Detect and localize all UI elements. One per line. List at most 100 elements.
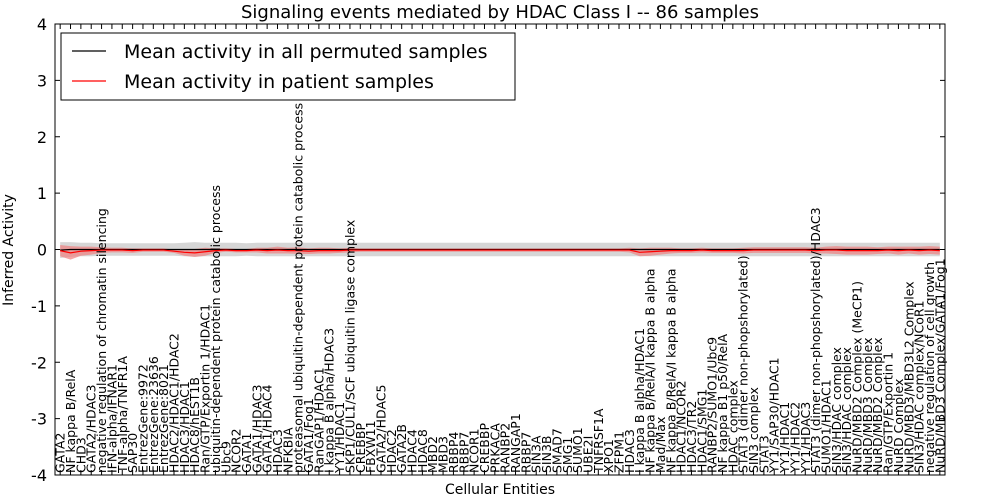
x-tick-label: NF kappa B1 p50/RelA — [715, 333, 730, 473]
x-tick-label: HDAC complex — [725, 380, 740, 473]
x-axis-ticks — [59, 24, 941, 475]
x-tick-label: GATA1/HDAC4 — [260, 384, 275, 473]
x-tick-label: SIN3 complex — [746, 387, 761, 473]
x-tick-label: Ubc9 — [218, 441, 233, 473]
x-tick-label: TNFRSF1A — [591, 408, 606, 474]
x-tick-label: NCOR2 — [229, 428, 244, 473]
x-tick-label: SIN3/HDAC complex/NCoR1 — [912, 300, 927, 473]
x-tick-label: ubiquitin-dependent protein catabolic pr… — [208, 185, 223, 473]
x-tick-label: RBBP7 — [456, 432, 471, 473]
x-tick-label: NuRD/MBD3 Complex/GATA1/Fog1 — [932, 258, 947, 473]
x-tick-label: SUMO1 — [570, 427, 585, 473]
x-tick-label: YY1/HDAC3 — [798, 402, 813, 474]
x-tick-label: I kappa B alpha/HDAC3 — [322, 328, 337, 473]
x-tick-label: STAT3 (dimer non-phopshorylated)/HDAC3 — [808, 207, 823, 473]
x-tick-label: NF kappa B/RelA/I kappa B alpha — [643, 268, 658, 473]
y-tick-label: 0 — [37, 241, 47, 260]
series-lines — [60, 248, 940, 254]
x-tick-label: CREBBP — [477, 423, 492, 473]
x-tick-label: GATA2B — [394, 424, 409, 473]
y-tick-label: 4 — [37, 15, 47, 34]
x-tick-label: HDAC1/NCOR2 — [674, 380, 689, 473]
y-axis-label: Inferred Activity — [1, 194, 17, 306]
x-tick-label: GATA1/Fog1 — [301, 398, 316, 473]
x-tick-label: HDAC3/TR2 — [684, 401, 699, 473]
y-tick-label: 3 — [37, 71, 47, 90]
x-tick-label: HDAC3 — [270, 429, 285, 473]
x-tick-label: HDAC2/HDAC1/HDAC2 — [167, 333, 182, 473]
y-tick-label: -4 — [31, 466, 47, 485]
x-tick-label: GATA1 — [239, 433, 254, 473]
x-tick-label: TNF-alpha/TNFR1A — [115, 356, 130, 474]
x-tick-label: SAP30 — [125, 433, 140, 473]
x-tick-label: RBBP4 — [446, 432, 461, 473]
x-tick-label: NFKBIA — [280, 427, 295, 473]
x-tick-label: ZFPM1 — [612, 431, 627, 473]
x-tick-label: HDAC8 — [415, 429, 430, 473]
x-tick-label: UBE2I — [580, 436, 595, 473]
x-tick-label: SIN3/HDAC complex — [839, 347, 854, 473]
x-tick-label: SMAD7 — [549, 428, 564, 473]
x-tick-label: EntrezGene:8021 — [156, 364, 171, 473]
legend-label-patient: Mean activity in patient samples — [124, 71, 434, 93]
x-tick-label: HDAC8/hEST1B — [187, 377, 202, 473]
x-tick-label: RanGAP1/HDAC1 — [311, 367, 326, 473]
x-tick-label: SIN3A — [529, 435, 544, 473]
line-patient-samples — [60, 249, 940, 254]
x-tick-label: EntrezGene:9972 — [135, 364, 150, 473]
x-tick-label: GATA1/HDAC3 — [249, 385, 264, 473]
x-tick-label: SUMO1/HDAC1 — [818, 379, 833, 473]
x-tick-label: CREBBP — [353, 423, 368, 473]
x-tick-label: YY1/SAP30/HDAC1 — [767, 357, 782, 474]
x-tick-label: NF kappa B/RelA/I kappa B alpha — [663, 268, 678, 473]
x-tick-label: FBXW11 — [363, 420, 378, 473]
x-tick-label: Ran/GTP/Exportin 1 — [881, 352, 896, 473]
x-tick-label: Ran/GTP/Exportin 1/HDAC1 — [198, 304, 213, 473]
x-tick-label: STAT3 — [756, 435, 771, 473]
y-tick-label: 1 — [37, 184, 47, 203]
x-tick-label: MBD2 — [425, 436, 440, 473]
x-tick-label: SKP1/CUL1/SCF ubiquitin ligase complex — [342, 220, 357, 473]
x-tick-label: NuRD/MBD3/MBD3L2 Complex — [901, 281, 916, 473]
y-tick-label: -1 — [31, 297, 47, 316]
x-tick-label: HDAC3 — [622, 429, 637, 473]
x-tick-label: negative regulation of cell growth — [922, 262, 937, 473]
y-tick-label: -3 — [31, 410, 47, 429]
x-tick-label: XPO1 — [601, 439, 616, 473]
y-tick-label: -2 — [31, 353, 47, 372]
x-tick-label: NuRD Complex — [891, 379, 906, 473]
plot-frame — [54, 23, 946, 476]
x-tick-label: HDAC1/SMG1 — [694, 389, 709, 473]
x-tick-label: NuRD/MBD3 Complex — [860, 337, 875, 473]
legend-label-permuted: Mean activity in all permuted samples — [124, 41, 487, 63]
x-tick-label: HDAC4 — [405, 429, 420, 473]
x-tick-label: YY1/HDAC1 — [332, 402, 347, 474]
x-tick-label: I kappa B alpha/HDAC1 — [632, 328, 647, 473]
x-tick-label: SMG1 — [560, 437, 575, 473]
x-tick-label: CHD3 — [73, 437, 88, 473]
x-tick-label: YY1/HDAC1 — [777, 402, 792, 474]
x-tick-label: proteasomal ubiquitin-dependent protein … — [291, 103, 306, 473]
x-tick-label: PRKACA — [487, 423, 502, 473]
x-tick-label: NuRD/MBD2 Complex (MeCP1) — [850, 281, 865, 473]
x-tick-label: GATA2 — [53, 433, 68, 473]
x-tick-label: MBD3 — [436, 436, 451, 473]
legend-box — [60, 32, 516, 101]
x-tick-label: SIN3/HDAC complex — [829, 347, 844, 473]
x-tick-label: NuRD/MBD2 Complex — [870, 337, 885, 473]
y-axis-ticks: -4 -3 -2 -1 0 1 2 3 4 — [31, 15, 945, 485]
x-tick-label: HDAC2 — [384, 429, 399, 473]
legend: Mean activity in all permuted samples Me… — [60, 32, 516, 101]
x-tick-label: YY1/HDAC2 — [787, 402, 802, 474]
x-tick-label: GATA2/HDAC3 — [84, 385, 99, 473]
x-tick-label: EntrezGene:23636 — [146, 356, 161, 473]
x-tick-label: RANGAP1 — [508, 413, 523, 473]
y-tick-label: 2 — [37, 128, 47, 147]
band-patient-samples — [60, 244, 940, 260]
x-tick-label: NF kappa B/RelA — [63, 369, 78, 473]
x-tick-label: RBBP7 — [518, 432, 533, 473]
x-tick-label: RANBP2/SUMO1/Ubc9 — [705, 337, 720, 473]
x-tick-label: RANBP2 — [498, 423, 513, 473]
